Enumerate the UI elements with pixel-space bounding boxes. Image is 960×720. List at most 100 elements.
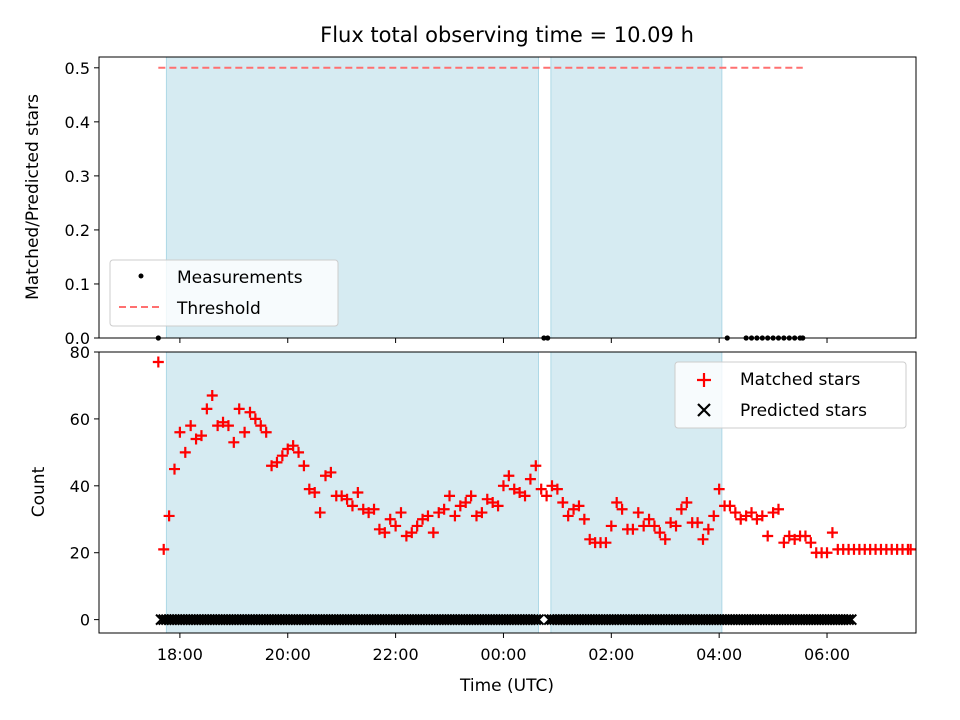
matched-star-point xyxy=(163,510,175,522)
matched-star-point xyxy=(724,500,736,512)
matched-star-point xyxy=(826,527,838,539)
matched-star-point xyxy=(406,527,418,539)
matched-star-point xyxy=(905,543,917,555)
matched-star-point xyxy=(427,527,439,539)
y-tick-label: 20 xyxy=(70,544,90,563)
matched-star-point xyxy=(708,510,720,522)
matched-star-point xyxy=(632,507,644,519)
y-tick-label: 0.3 xyxy=(65,167,90,186)
matched-star-point xyxy=(503,470,515,482)
legend-threshold-label: Threshold xyxy=(176,299,261,319)
matched-star-point xyxy=(746,507,758,519)
matched-star-point xyxy=(772,503,784,515)
matched-star-point xyxy=(293,446,305,458)
matched-star-point xyxy=(627,523,639,535)
matched-star-point xyxy=(616,503,628,515)
matched-star-point xyxy=(524,473,536,485)
predicted-star-point xyxy=(842,613,855,626)
matched-star-point xyxy=(255,420,267,432)
predicted-star-point xyxy=(845,613,857,626)
bottom-legend: Matched stars Predicted stars xyxy=(674,361,907,429)
matched-star-point xyxy=(201,403,213,415)
y-tick-label: 0.0 xyxy=(65,329,90,348)
matched-star-point xyxy=(422,510,434,522)
matched-star-point xyxy=(206,389,218,401)
matched-star-point xyxy=(158,543,170,555)
matched-star-point xyxy=(675,503,687,515)
matched-star-point xyxy=(530,460,542,472)
matched-star-point xyxy=(346,500,358,512)
legend-matched-marker xyxy=(697,373,711,387)
top-plot-frame xyxy=(98,56,917,339)
matched-star-point xyxy=(638,520,650,532)
matched-star-point xyxy=(395,507,407,519)
matched-star-point xyxy=(541,490,553,502)
matched-star-point xyxy=(578,513,590,525)
predicted-star-point xyxy=(530,613,542,626)
matched-star-point xyxy=(805,537,817,549)
top-legend: Measurements Threshold xyxy=(109,259,339,327)
top-panel: 0.0 0.1 0.2 0.3 0.4 0.5 Matched/Predicted sta… xyxy=(23,56,917,348)
matched-star-point xyxy=(379,527,391,539)
matched-star-point xyxy=(821,547,833,559)
matched-star-point xyxy=(497,480,509,492)
y-tick-label: 80 xyxy=(70,343,90,362)
matched-star-point xyxy=(168,463,180,475)
matched-star-point xyxy=(611,497,623,509)
matched-star-point xyxy=(325,466,337,478)
matched-star-point xyxy=(713,483,725,495)
matched-star-point xyxy=(449,510,461,522)
matched-star-point xyxy=(643,513,655,525)
matched-star-point xyxy=(244,406,256,418)
matched-star-point xyxy=(659,533,671,545)
matched-star-point xyxy=(605,520,617,532)
legend-predicted-label: Predicted stars xyxy=(740,401,867,421)
predicted-star-point xyxy=(532,613,545,626)
matched-star-point xyxy=(174,426,186,438)
legend-measurements-label: Measurements xyxy=(177,268,303,288)
bottom-ylabel: Count xyxy=(29,466,49,517)
matched-star-point xyxy=(697,533,709,545)
matched-star-point xyxy=(249,413,261,425)
matched-star-point xyxy=(152,356,164,368)
y-tick-label: 0.2 xyxy=(65,221,90,240)
matched-star-point xyxy=(535,483,547,495)
matched-star-point xyxy=(519,490,531,502)
y-tick-label: 40 xyxy=(70,477,90,496)
matched-star-point xyxy=(460,497,472,509)
matched-star-point xyxy=(411,520,423,532)
matched-star-point xyxy=(222,420,234,432)
matched-star-point xyxy=(670,520,682,532)
y-tick-label: 0.5 xyxy=(65,59,90,78)
matched-star-point xyxy=(600,537,612,549)
x-tick-label: 02:00 xyxy=(588,645,634,664)
top-ylabel: Matched/Predicted stars xyxy=(23,94,43,300)
matched-star-point xyxy=(195,430,207,442)
x-tick-label: 18:00 xyxy=(157,645,203,664)
y-tick-label: 0 xyxy=(80,611,90,630)
matched-star-point xyxy=(648,520,660,532)
matched-star-point xyxy=(465,490,477,502)
matched-star-point xyxy=(692,517,704,529)
x-tick-label: 22:00 xyxy=(373,645,419,664)
matched-star-point xyxy=(287,440,299,452)
matched-star-point xyxy=(756,510,768,522)
matched-star-point xyxy=(260,426,272,438)
y-tick-label: 60 xyxy=(70,410,90,429)
y-tick-label: 0.1 xyxy=(65,275,90,294)
matched-star-point xyxy=(573,500,585,512)
matched-star-point xyxy=(654,527,666,539)
matched-star-point xyxy=(681,497,693,509)
matched-star-point xyxy=(179,446,191,458)
matched-star-point xyxy=(778,537,790,549)
y-tick-label: 0.4 xyxy=(65,113,90,132)
matched-star-point xyxy=(298,460,310,472)
matched-star-point xyxy=(390,520,402,532)
legend-matched-label: Matched stars xyxy=(740,370,860,390)
matched-star-point xyxy=(271,456,283,468)
legend-predicted-marker xyxy=(697,403,711,417)
matched-star-point xyxy=(551,483,563,495)
matched-star-point xyxy=(729,507,741,519)
matched-star-point xyxy=(438,503,450,515)
